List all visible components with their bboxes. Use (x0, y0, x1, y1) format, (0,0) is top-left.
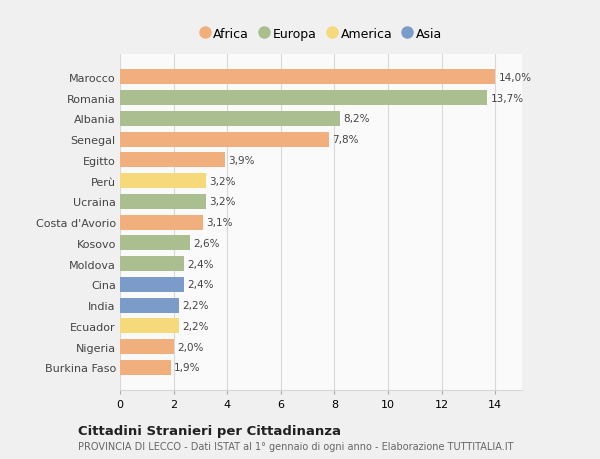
Bar (120, 298, 179, 313)
Text: 2,6%: 2,6% (193, 238, 220, 248)
Bar (120, 174, 206, 189)
Bar (120, 215, 203, 230)
Bar (120, 236, 190, 251)
Text: 1,9%: 1,9% (174, 363, 200, 372)
Text: 2,0%: 2,0% (177, 342, 203, 352)
Text: 3,2%: 3,2% (209, 197, 235, 207)
Text: Cittadini Stranieri per Cittadinanza: Cittadini Stranieri per Cittadinanza (78, 424, 341, 437)
Bar (120, 91, 487, 106)
Text: 2,2%: 2,2% (182, 321, 209, 331)
Bar (120, 257, 184, 271)
Text: 14,0%: 14,0% (499, 73, 532, 83)
Bar (120, 70, 495, 85)
Bar (120, 112, 340, 127)
Text: 2,4%: 2,4% (188, 280, 214, 290)
Text: 3,2%: 3,2% (209, 176, 235, 186)
Text: 3,1%: 3,1% (206, 218, 233, 228)
Text: 13,7%: 13,7% (490, 94, 524, 103)
Bar (120, 319, 179, 334)
Bar (120, 195, 206, 209)
Bar (120, 339, 173, 354)
Text: PROVINCIA DI LECCO - Dati ISTAT al 1° gennaio di ogni anno - Elaborazione TUTTIT: PROVINCIA DI LECCO - Dati ISTAT al 1° ge… (78, 441, 514, 451)
Bar (120, 360, 171, 375)
Legend: Africa, Europa, America, Asia: Africa, Europa, America, Asia (200, 28, 442, 41)
Text: 2,4%: 2,4% (188, 259, 214, 269)
Text: 2,2%: 2,2% (182, 300, 209, 310)
Bar (120, 153, 224, 168)
Text: 7,8%: 7,8% (332, 135, 359, 145)
Text: 3,9%: 3,9% (228, 156, 254, 166)
Bar (120, 277, 184, 292)
Text: 8,2%: 8,2% (343, 114, 370, 124)
Bar (120, 132, 329, 147)
